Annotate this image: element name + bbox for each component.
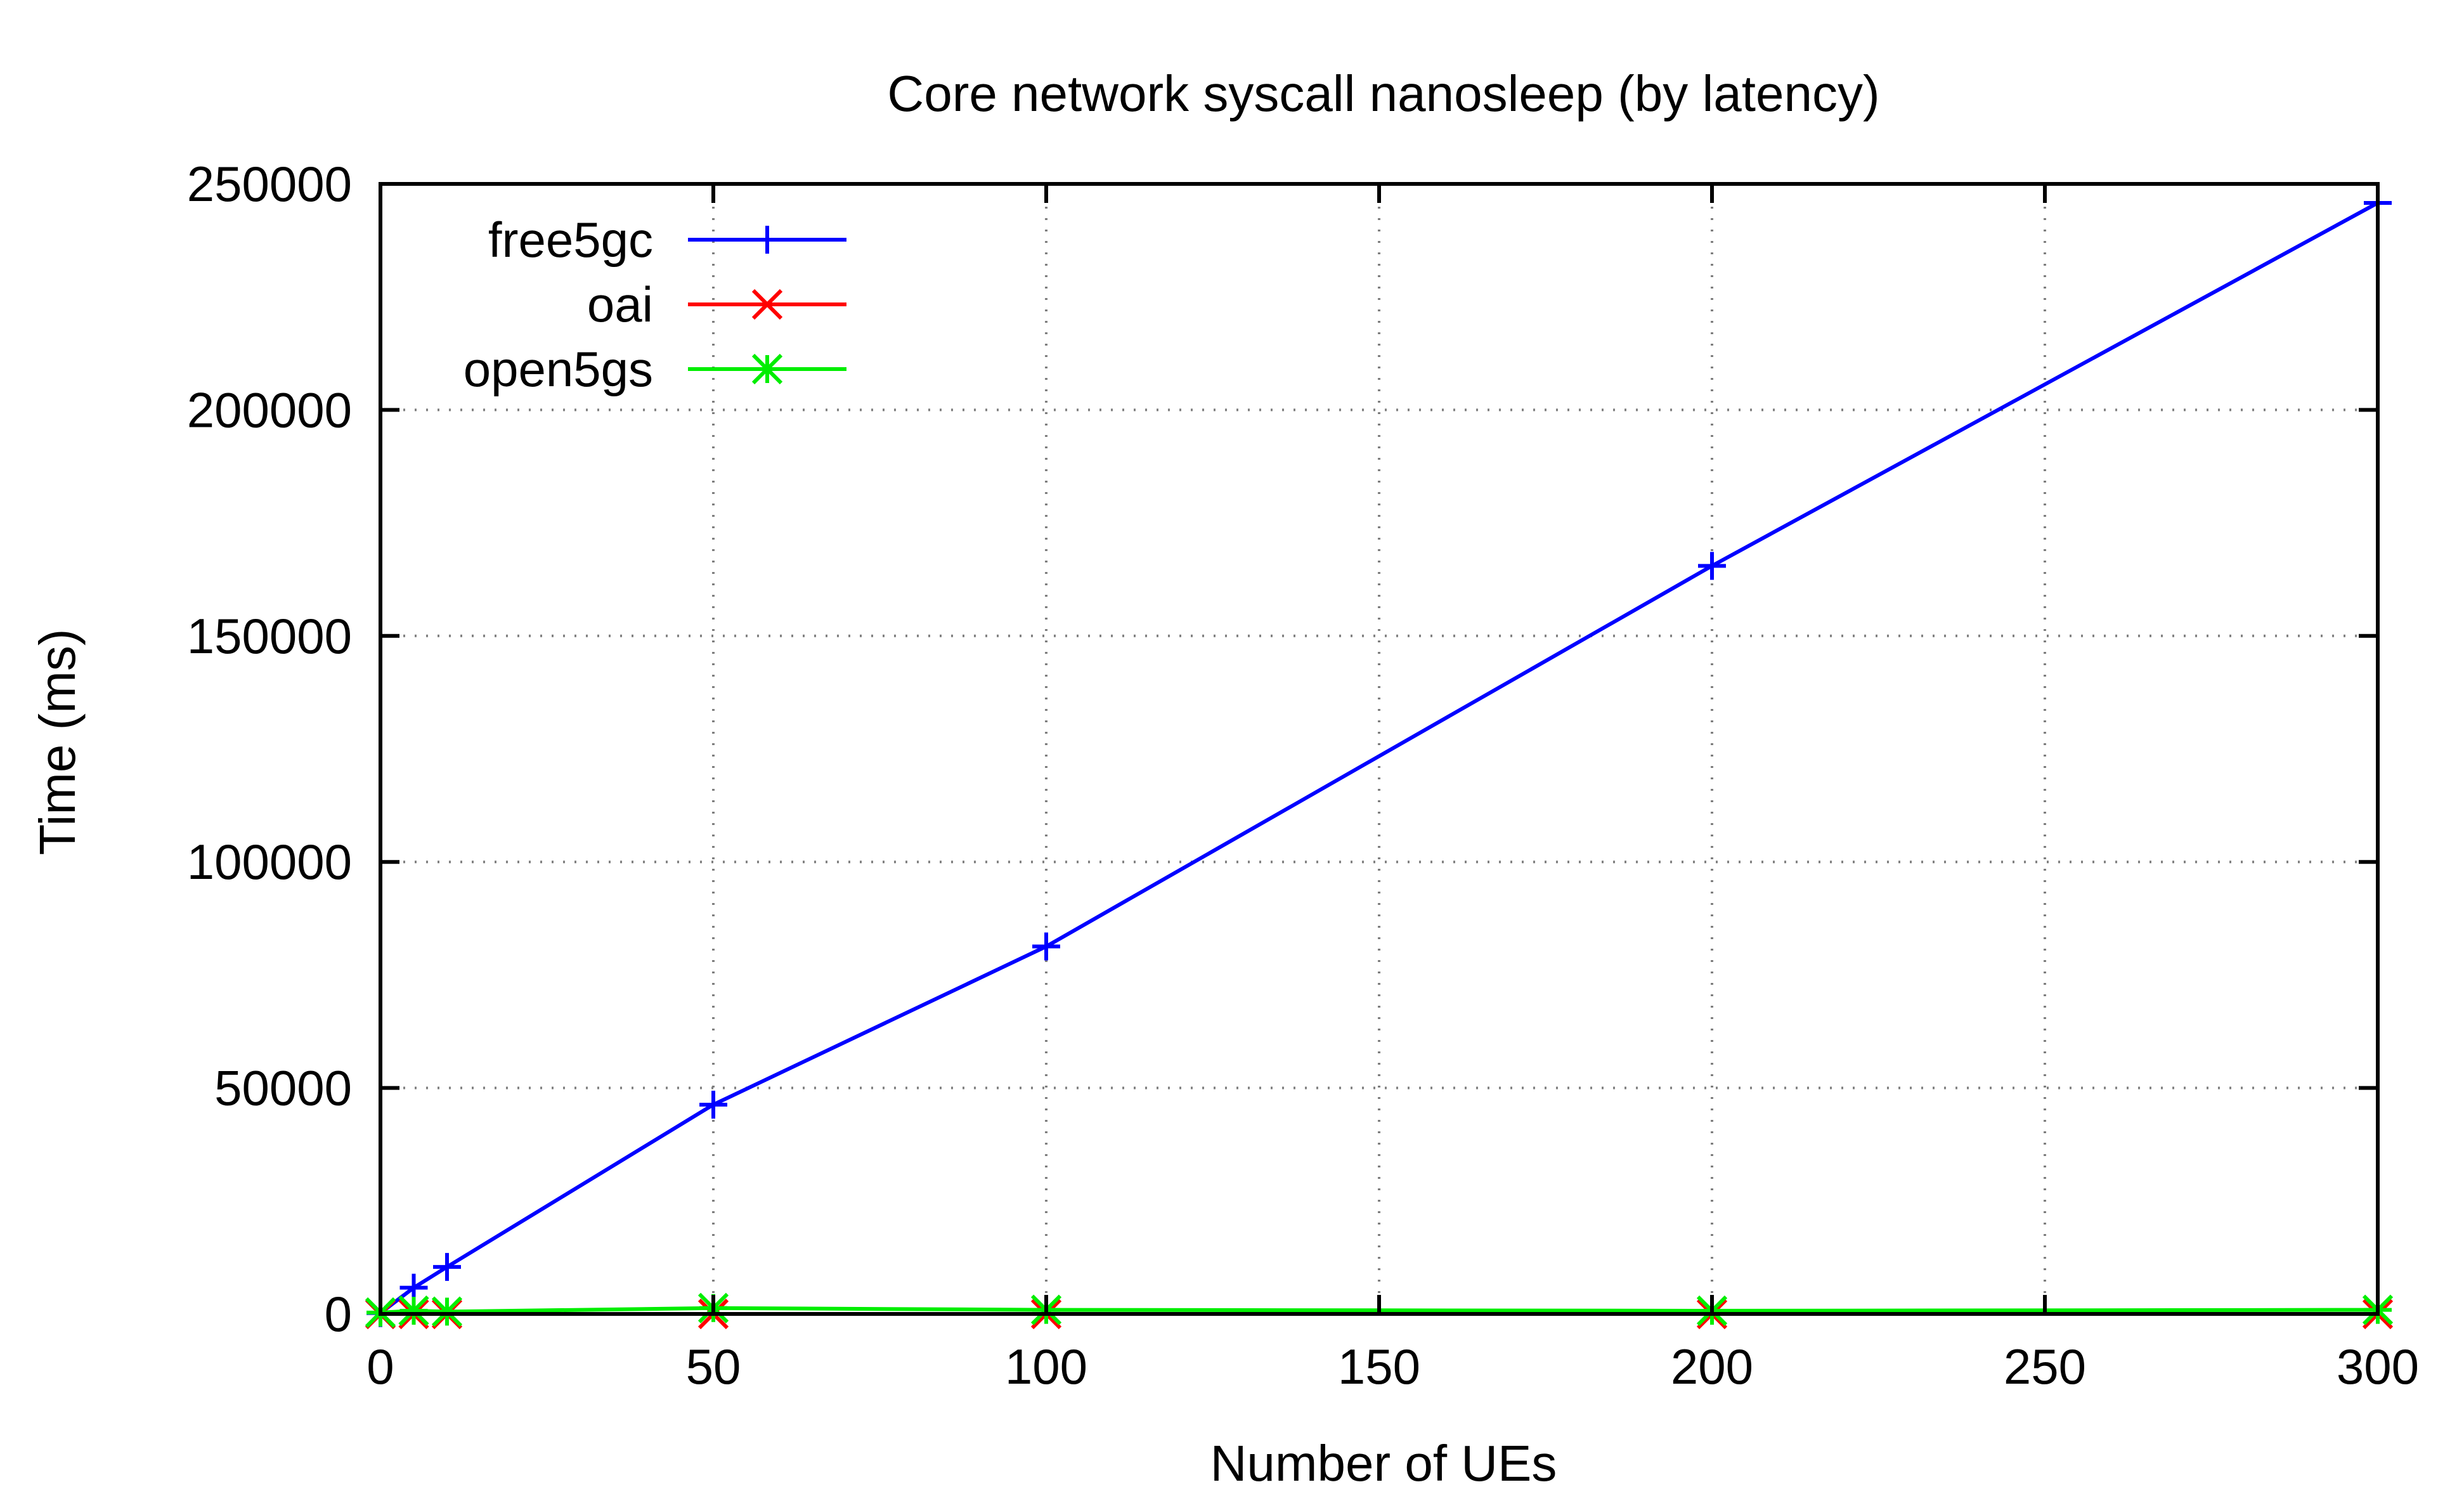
legend: free5gc oai open5gs — [464, 212, 846, 397]
legend-label: free5gc — [488, 212, 653, 268]
x-tick-label: 100 — [1005, 1339, 1087, 1394]
data-point-free5gc — [1698, 552, 1726, 580]
plot-series — [365, 188, 2394, 1330]
legend-item-free5gc: free5gc — [488, 212, 846, 268]
x-tick-label: 50 — [686, 1339, 741, 1394]
y-tick-label: 150000 — [187, 608, 352, 664]
axis-ticks: 0 50 100 150 200 250 300 0 50000 100000 150000 2000… — [187, 156, 2419, 1394]
x-tick-label: 200 — [1671, 1339, 1753, 1394]
data-point-free5gc — [433, 1252, 461, 1281]
x-tick-label: 250 — [2004, 1339, 2086, 1394]
y-tick-label: 250000 — [187, 156, 352, 212]
legend-marker — [751, 353, 783, 385]
chart-title: Core network syscall nanosleep (by laten… — [887, 65, 1879, 122]
x-tick-label: 300 — [2337, 1339, 2419, 1394]
data-point-free5gc — [699, 1090, 727, 1119]
series-line-free5gc — [379, 201, 2379, 1315]
y-axis-label: Time (ms) — [29, 629, 86, 855]
y-tick-label: 50000 — [214, 1060, 352, 1116]
x-tick-label: 0 — [366, 1339, 394, 1394]
data-point-open5gs — [398, 1295, 429, 1327]
legend-label: oai — [587, 276, 653, 332]
legend-label: open5gs — [464, 341, 653, 397]
legend-item-open5gs: open5gs — [464, 341, 846, 397]
y-tick-label: 0 — [325, 1286, 352, 1342]
legend-marker — [753, 226, 781, 254]
y-tick-label: 100000 — [187, 834, 352, 890]
x-tick-label: 150 — [1338, 1339, 1420, 1394]
grid-lines — [380, 184, 2378, 1314]
legend-item-oai: oai — [587, 276, 846, 332]
y-tick-label: 200000 — [187, 382, 352, 438]
data-point-open5gs — [431, 1296, 463, 1327]
data-point-free5gc — [1032, 932, 1060, 961]
legend-marker — [751, 289, 783, 320]
series-free5gc — [366, 188, 2392, 1327]
x-axis-label: Number of UEs — [1210, 1435, 1557, 1491]
